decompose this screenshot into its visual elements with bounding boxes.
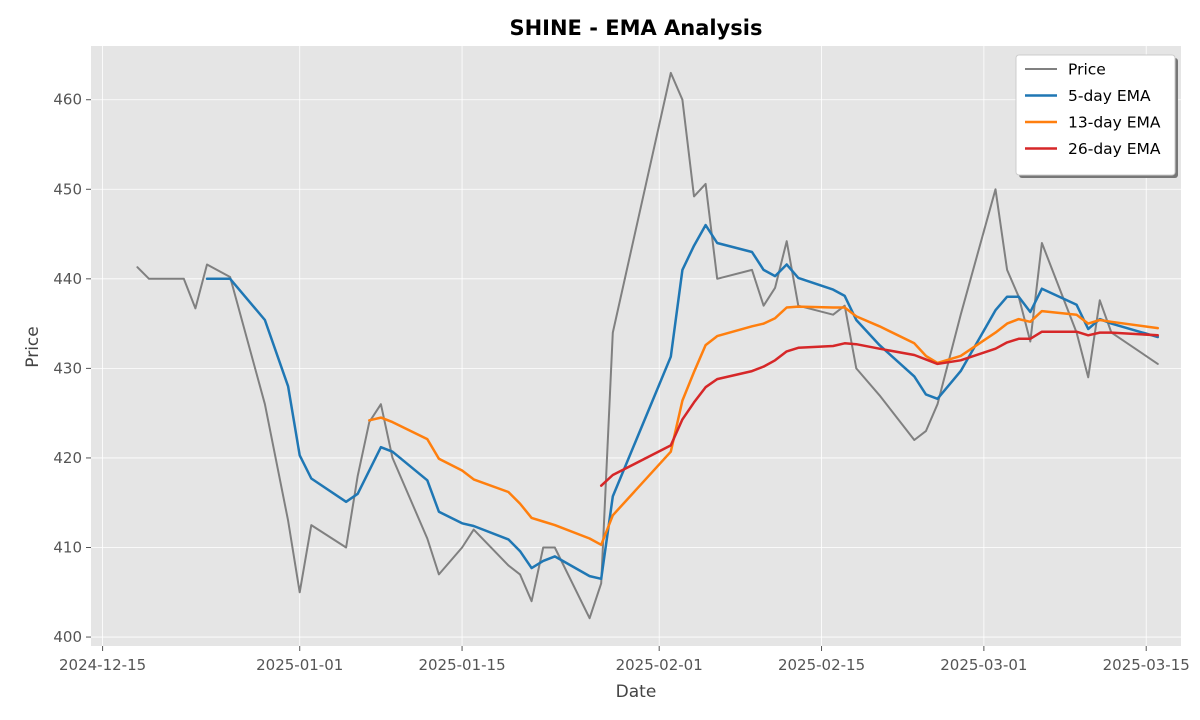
- y-axis-label: Price: [23, 326, 43, 367]
- series-line-26-day-ema: [599, 330, 1160, 487]
- x-tick-label: 2025-01-15: [418, 656, 505, 674]
- legend-label: 13-day EMA: [1068, 114, 1161, 132]
- y-tick-label: 400: [53, 628, 82, 646]
- y-tick-label: 440: [53, 270, 82, 288]
- y-tick-label: 420: [53, 449, 82, 467]
- y-tick-label: 410: [53, 538, 82, 556]
- x-tick-label: 2025-01-01: [256, 656, 343, 674]
- axes: 400 410 420 430 440 450 460 2024-12-15 2025-01-0…: [53, 91, 1189, 674]
- x-tick-label: 2025-03-15: [1103, 656, 1190, 674]
- series-line-5-day-ema: [205, 223, 1160, 581]
- legend-label: 26-day EMA: [1068, 140, 1161, 158]
- x-axis-label: Date: [616, 682, 657, 702]
- y-tick-label: 450: [53, 180, 82, 198]
- x-tick-label: 2025-02-15: [778, 656, 865, 674]
- legend-label: 5-day EMA: [1068, 87, 1151, 105]
- x-tick-label: 2024-12-15: [59, 656, 146, 674]
- x-tick-label: 2025-03-01: [940, 656, 1027, 674]
- series-line-price: [136, 71, 1159, 620]
- y-tick-label: 460: [53, 91, 82, 109]
- series-line-13-day-ema: [368, 305, 1160, 547]
- legend: Price 5-day EMA 13-day EMA 26-day EMA: [1015, 54, 1178, 178]
- y-tick-label: 430: [53, 359, 82, 377]
- legend-box: [1015, 54, 1176, 176]
- series-lines: [136, 71, 1160, 620]
- x-tick-label: 2025-02-01: [616, 656, 703, 674]
- chart-title: SHINE - EMA Analysis: [509, 16, 762, 40]
- legend-label: Price: [1068, 61, 1106, 79]
